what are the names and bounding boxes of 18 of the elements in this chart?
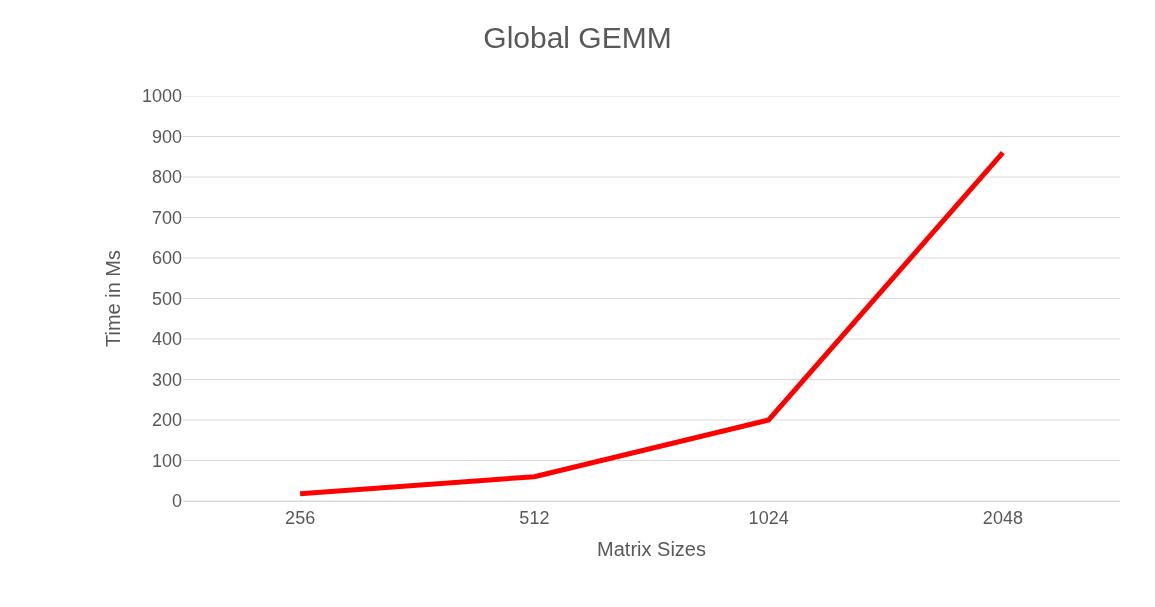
y-tick-label: 100: [151, 450, 182, 471]
chart-title: Global GEMM: [483, 21, 672, 55]
x-tick-label: 1024: [748, 507, 789, 528]
y-tick-label: 300: [151, 369, 182, 390]
x-tick-label: 512: [519, 507, 550, 528]
x-tick-label: 256: [285, 507, 316, 528]
x-tick-label: 2048: [982, 507, 1023, 528]
y-tick-label: 600: [151, 248, 182, 269]
y-tick-label: 700: [151, 207, 182, 228]
y-tick-label: 0: [171, 491, 182, 512]
y-tick-label: 1000: [141, 86, 182, 107]
y-axis-title: Time in Ms: [102, 249, 125, 348]
y-tick-label: 200: [151, 410, 182, 431]
y-tick-label: 500: [151, 288, 182, 309]
y-tick-label: 900: [151, 126, 182, 147]
x-axis-title: Matrix Sizes: [597, 538, 706, 561]
y-tick-label: 800: [151, 167, 182, 188]
y-tick-label: 400: [151, 329, 182, 350]
